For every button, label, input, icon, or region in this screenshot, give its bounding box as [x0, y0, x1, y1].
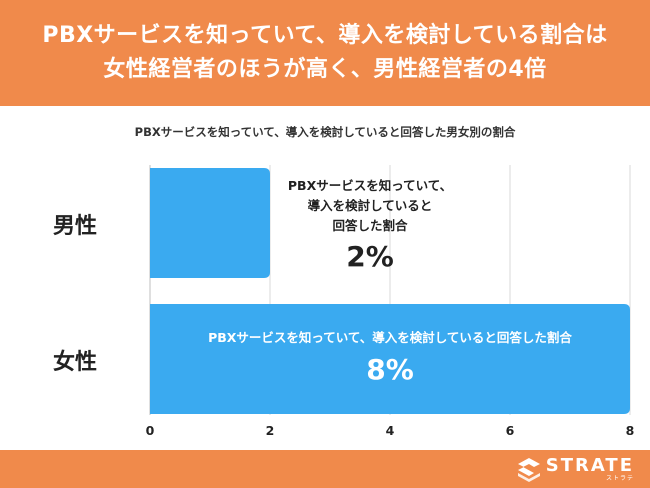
logo-subtext: ストラテ: [605, 475, 634, 482]
male-bar-caption: PBXサービスを知っていて、 導入を検討していると 回答した割合: [287, 178, 453, 233]
chart-svg: [149, 165, 631, 415]
headline-line-1: PBXサービスを知っていて、導入を検討している割合は: [42, 23, 608, 48]
female-bar-caption: PBXサービスを知っていて、導入を検討していると回答した割合: [208, 330, 572, 345]
bar-male: [150, 168, 270, 278]
x-tick-label: 4: [385, 423, 395, 438]
footer-bar: STRATE ストラテ: [0, 450, 650, 488]
x-tick-label: 0: [145, 423, 155, 438]
x-tick-label: 8: [625, 423, 635, 438]
female-value-label: 8%: [366, 353, 414, 386]
bar-chart: 0 2 4 6 8 男性女性 PBXサービスを知っていて、 導入を検討していると 回答した割…: [52, 165, 635, 438]
category-label: 女性: [52, 350, 97, 375]
male-annotation: PBXサービスを知っていて、 導入を検討していると 回答した割合 2%: [260, 176, 480, 276]
logo-name: STRATE: [545, 455, 634, 476]
x-tick-label: 6: [505, 423, 515, 438]
strate-logo-icon: [517, 457, 540, 482]
bar-female: [150, 304, 630, 414]
category-label: 男性: [52, 214, 97, 239]
headline-line-2: 女性経営者のほうが高く、男性経営者の4倍: [103, 57, 547, 82]
male-value-label: 2%: [346, 240, 394, 273]
chart-title: PBXサービスを知っていて、導入を検討していると回答した男女別の割合: [134, 125, 516, 139]
strate-logo: STRATE ストラテ: [517, 455, 634, 482]
female-annotation: PBXサービスを知っていて、導入を検討していると回答した割合 8%: [150, 328, 630, 390]
x-tick-label: 2: [265, 423, 275, 438]
header-banner: PBXサービスを知っていて、導入を検討している割合は 女性経営者のほうが高く、男…: [0, 0, 650, 106]
